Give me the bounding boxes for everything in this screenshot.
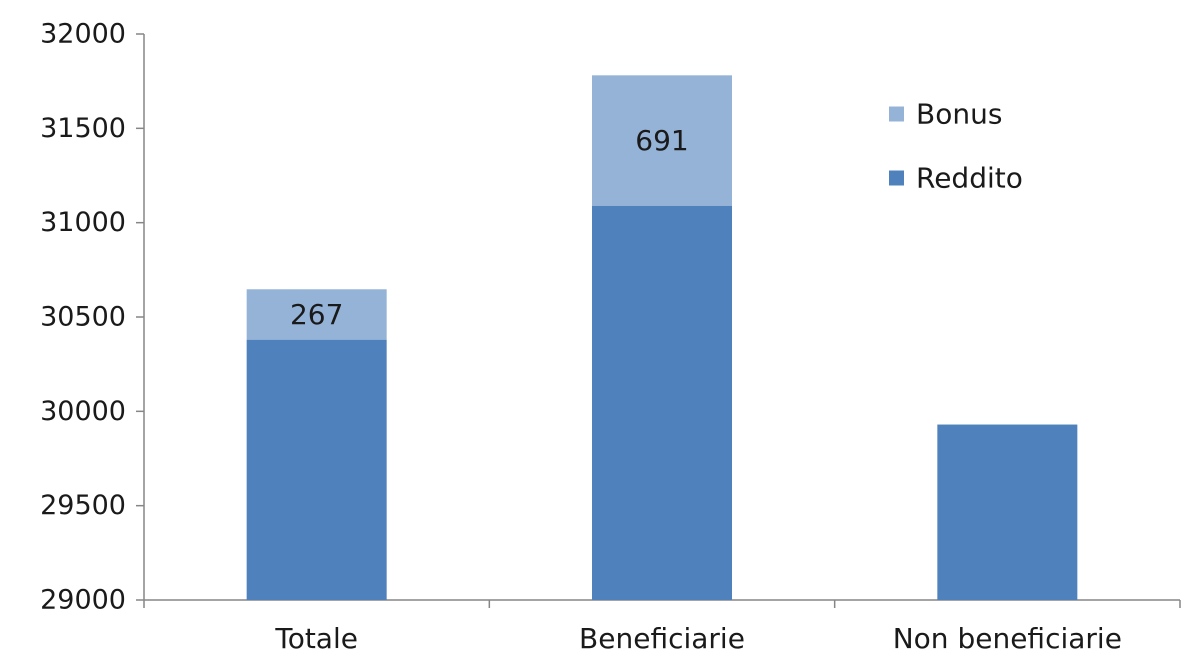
x-axis: Totale Beneficiarie Non beneficiarie [143,599,1181,655]
bars [246,75,1078,601]
bar-reddito-totale [246,339,387,600]
x-tick-label: Non beneficiarie [893,622,1122,655]
y-tick-label: 29000 [40,585,126,616]
y-tick-label: 31500 [40,113,126,144]
legend-label-bonus: Bonus [916,98,1002,131]
y-tick-label: 30500 [40,302,126,333]
data-labels: 267 691 [290,124,689,331]
y-tick-label: 29500 [40,490,126,521]
y-tick-label: 32000 [40,19,126,50]
y-tick-label: 30000 [40,396,126,427]
bar-reddito-non-beneficiarie [937,424,1078,600]
legend: Bonus Reddito [889,98,1023,195]
legend-swatch-bonus [889,106,904,122]
legend-label-reddito: Reddito [916,162,1023,195]
data-label-bonus: 267 [290,298,343,331]
bar-bonus-beneficiarie [592,75,732,206]
x-tick-label: Totale [274,622,358,655]
y-tick-label: 31000 [40,207,126,238]
legend-swatch-reddito [889,170,904,186]
bar-reddito-beneficiarie [592,205,732,601]
data-label-bonus: 691 [635,124,688,157]
x-tick-label: Beneficiarie [579,622,745,655]
bar-bonus-totale [246,289,387,340]
y-axis: 29000 29500 30000 30500 31000 31500 32000 [40,19,145,616]
